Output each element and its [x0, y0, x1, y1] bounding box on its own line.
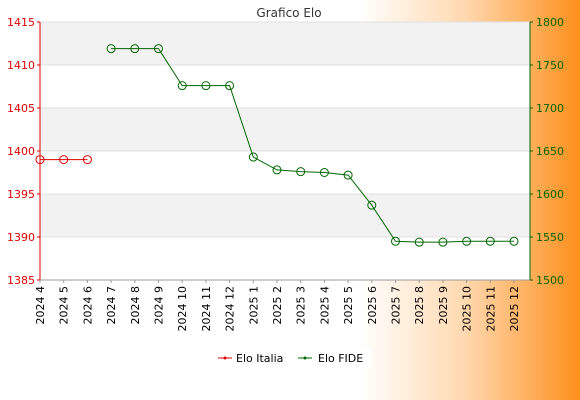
y-left-tick-label: 1400: [7, 145, 35, 158]
data-point-elo-fide: [106, 44, 116, 54]
y-right-tick-label: 1600: [536, 188, 564, 201]
data-point-elo-italia: [35, 155, 45, 165]
x-tick-label: 2025 12: [508, 286, 521, 332]
grid-band: [40, 151, 530, 194]
x-tick-label: 2024 6: [81, 286, 94, 325]
legend-box: [211, 348, 371, 368]
data-point-elo-italia: [82, 155, 92, 165]
x-tick-label: 2025 6: [366, 286, 379, 325]
x-tick-label: 2024 11: [200, 286, 213, 332]
y-right-tick-label: 1800: [536, 16, 564, 29]
data-point-elo-fide: [391, 236, 400, 246]
x-tick-label: 2024 4: [34, 286, 47, 325]
chart-title: Grafico Elo: [256, 6, 321, 20]
grid-band: [40, 65, 530, 108]
grid-band: [40, 22, 530, 65]
y-left-tick-label: 1390: [7, 231, 35, 244]
y-left-tick-label: 1410: [7, 59, 35, 72]
data-point-elo-fide: [319, 168, 329, 177]
data-point-elo-fide: [367, 200, 377, 210]
data-point-elo-fide: [130, 44, 140, 54]
data-point-elo-fide: [485, 236, 495, 246]
y-left-tick-label: 1385: [7, 274, 35, 287]
x-tick-label: 2025 4: [318, 286, 331, 325]
y-right-tick-label: 1500: [536, 274, 564, 287]
legend-marker-elo-fide: [303, 356, 307, 360]
x-tick-label: 2025 11: [484, 286, 497, 332]
data-point-elo-fide: [154, 44, 163, 54]
data-point-elo-fide: [272, 165, 282, 175]
data-point-elo-fide: [343, 170, 353, 180]
y-right-tick-label: 1550: [536, 231, 564, 244]
x-tick-label: 2024 8: [129, 286, 142, 325]
data-point-elo-fide: [509, 236, 519, 246]
x-tick-label: 2024 12: [224, 286, 237, 332]
y-left-tick-label: 1415: [7, 16, 35, 29]
legend: Elo Italia Elo FIDE: [211, 348, 371, 368]
x-tick-label: 2025 8: [413, 286, 426, 325]
data-point-elo-fide: [462, 236, 472, 246]
y-right-tick-label: 1650: [536, 145, 564, 158]
data-point-elo-fide: [248, 152, 258, 162]
data-point-elo-fide: [296, 167, 306, 177]
x-tick-label: 2024 9: [153, 286, 166, 325]
legend-label-elo-fide: Elo FIDE: [318, 352, 363, 365]
x-tick-label: 2025 9: [437, 286, 450, 325]
data-point-elo-fide: [201, 81, 211, 91]
y-right-tick-label: 1750: [536, 59, 564, 72]
data-point-elo-fide: [438, 237, 448, 247]
data-point-elo-fide: [225, 81, 235, 91]
legend-label-elo-italia: Elo Italia: [236, 352, 283, 365]
y-right-tick-label: 1700: [536, 102, 564, 115]
data-point-elo-italia: [59, 155, 69, 165]
y-left-tick-label: 1395: [7, 188, 35, 201]
x-tick-label: 2025 10: [461, 286, 474, 332]
x-tick-label: 2024 10: [176, 286, 189, 332]
x-tick-label: 2024 5: [58, 286, 71, 325]
x-tick-label: 2025 1: [247, 286, 260, 325]
data-point-elo-fide: [177, 81, 187, 91]
y-left-tick-label: 1405: [7, 102, 35, 115]
legend-marker-elo-italia: [223, 356, 227, 360]
x-tick-label: 2025 3: [295, 286, 308, 325]
data-point-elo-fide: [414, 237, 424, 247]
grid-band: [40, 108, 530, 151]
grid-band: [40, 194, 530, 237]
x-tick-label: 2025 5: [342, 286, 355, 325]
x-tick-label: 2025 2: [271, 286, 284, 325]
grid-band: [40, 237, 530, 280]
x-tick-label: 2025 7: [390, 286, 403, 325]
x-tick-label: 2024 7: [105, 286, 118, 325]
